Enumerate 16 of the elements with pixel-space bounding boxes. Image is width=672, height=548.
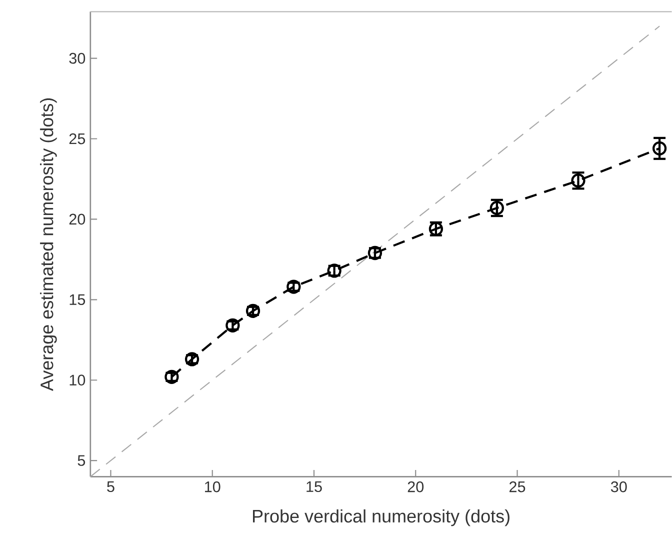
x-tick-label: 15	[306, 481, 322, 492]
y-axis-title: Average estimated numerosity (dots)	[40, 98, 57, 392]
x-tick-label: 25	[510, 481, 526, 492]
x-tick-label: 10	[205, 481, 220, 492]
y-tick-label: 30	[69, 52, 86, 64]
point	[652, 141, 667, 156]
x-axis-title: Probe verdical numerosity (dots)	[253, 509, 510, 526]
x-tick-label: 20	[408, 481, 424, 492]
y-tick-label: 15	[70, 294, 86, 306]
x-tick-label: 5	[107, 481, 114, 492]
point	[571, 174, 586, 188]
x-tick-label: 30	[610, 481, 627, 492]
y-tick-label: 20	[69, 214, 86, 225]
y-tick-label: 25	[69, 133, 86, 144]
y-tick-label: 10	[70, 374, 86, 386]
y-tick-label: 5	[78, 455, 86, 466]
